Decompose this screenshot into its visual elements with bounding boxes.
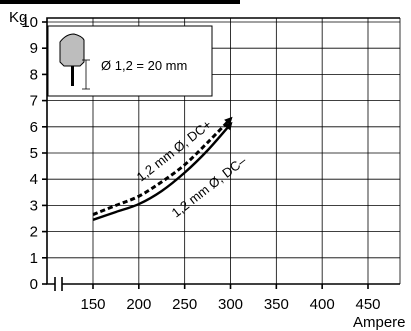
tick-label-x-300: 300 <box>218 296 243 313</box>
tick-label-y-10: 10 <box>21 14 38 31</box>
axis-frame <box>46 17 400 285</box>
axis-break-gap <box>55 278 62 290</box>
tick-label-y-2: 2 <box>30 224 38 241</box>
tick-label-x-350: 350 <box>264 296 289 313</box>
tick-label-y-0: 0 <box>30 276 38 293</box>
x-axis-unit: Ampere <box>353 314 406 331</box>
electrode-wire-icon <box>71 66 74 86</box>
tick-label-y-5: 5 <box>30 145 38 162</box>
inset-box: Ø 1,2 = 20 mm <box>47 25 213 97</box>
series-line-0 <box>92 116 233 216</box>
series-line-1 <box>92 121 233 221</box>
series <box>92 116 233 221</box>
tick-label-y-3: 3 <box>30 197 38 214</box>
tick-label-x-250: 250 <box>172 296 197 313</box>
tick-label-y-8: 8 <box>30 66 38 83</box>
tick-label-y-4: 4 <box>30 171 38 188</box>
y-axis-unit: Kg <box>9 9 27 26</box>
tick-labels: 0 1 2 3 4 5 6 7 8 9 10 150 200 250 300 350 400 450 <box>21 14 380 313</box>
tick-label-y-1: 1 <box>30 250 38 267</box>
tick-label-y-7: 7 <box>30 93 38 110</box>
tick-label-y-9: 9 <box>30 40 38 57</box>
tick-label-x-200: 200 <box>126 296 151 313</box>
inset-label: Ø 1,2 = 20 mm <box>101 58 187 73</box>
tick-label-x-400: 400 <box>310 296 335 313</box>
electrode-icon <box>59 33 85 67</box>
tick-label-x-450: 450 <box>355 296 380 313</box>
axes <box>42 17 400 291</box>
tick-label-x-150: 150 <box>80 296 105 313</box>
series-label-dc-minus: 1,2 mm Ø, DC– <box>169 152 250 220</box>
title-remnant <box>0 0 240 4</box>
tick-label-y-6: 6 <box>30 119 38 136</box>
